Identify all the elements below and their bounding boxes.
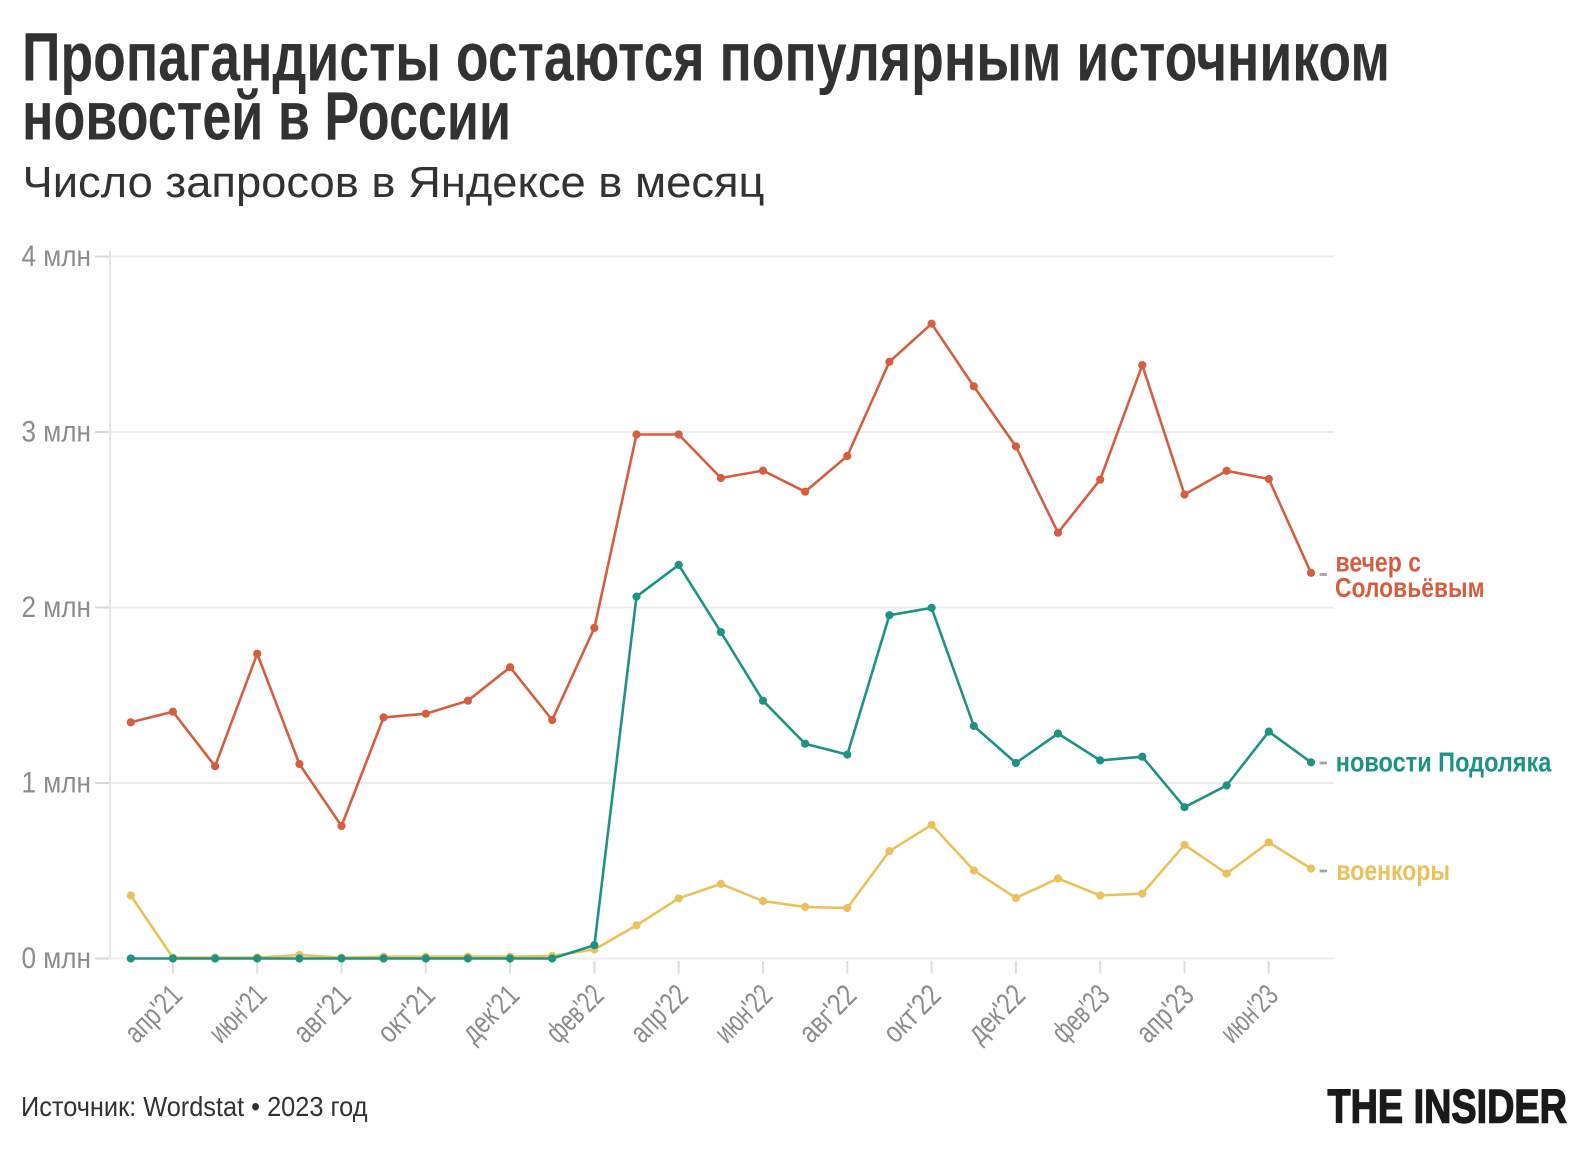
svg-text:новости Подоляка: новости Подоляка	[1336, 746, 1552, 777]
svg-text:Соловьёвым: Соловьёвым	[1335, 572, 1485, 603]
svg-text:4 млн: 4 млн	[22, 240, 92, 273]
svg-text:Число запросов в Яндексе в мес: Число запросов в Яндексе в месяц	[23, 158, 765, 207]
svg-text:Источник: Wordstat • 2023 год: Источник: Wordstat • 2023 год	[21, 1091, 368, 1122]
svg-text:военкоры: военкоры	[1336, 855, 1450, 886]
svg-text:новостей в России: новостей в России	[22, 78, 511, 155]
svg-text:3 млн: 3 млн	[22, 415, 92, 448]
svg-text:2 млн: 2 млн	[22, 591, 92, 624]
svg-text:Пропагандисты остаются популяр: Пропагандисты остаются популярным источн…	[22, 18, 1390, 95]
svg-text:1 млн: 1 млн	[22, 766, 92, 799]
svg-text:0 млн: 0 млн	[22, 942, 92, 975]
svg-text:вечер с: вечер с	[1336, 547, 1422, 578]
svg-text:THE INSIDER: THE INSIDER	[1328, 1079, 1567, 1132]
